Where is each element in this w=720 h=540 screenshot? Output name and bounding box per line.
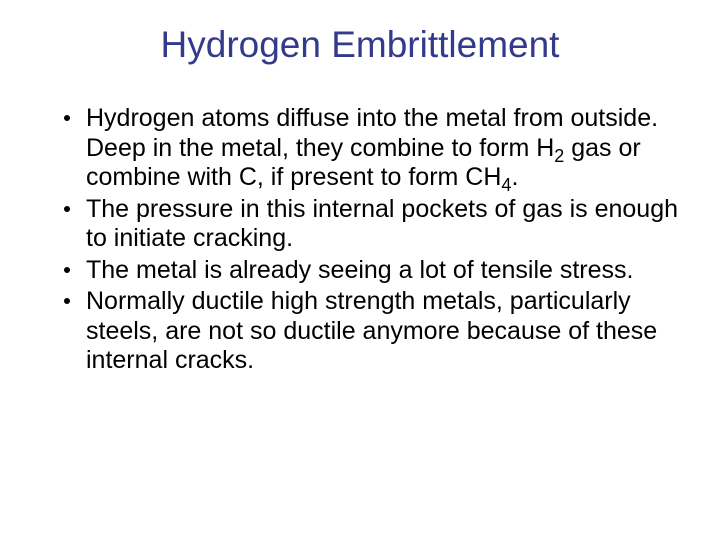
bullet-text: Normally ductile high strength metals, p… <box>86 287 657 374</box>
list-item: The pressure in this internal pockets of… <box>64 195 680 254</box>
bullet-dot-icon <box>64 298 70 304</box>
list-item: Normally ductile high strength metals, p… <box>64 287 680 376</box>
slide: Hydrogen Embrittlement Hydrogen atoms di… <box>0 0 720 540</box>
bullet-dot-icon <box>64 267 70 273</box>
bullet-dot-icon <box>64 206 70 212</box>
bullet-text: The metal is already seeing a lot of ten… <box>86 256 634 284</box>
bullet-text: Hydrogen atoms diffuse into the metal fr… <box>86 104 658 191</box>
list-item: Hydrogen atoms diffuse into the metal fr… <box>64 104 680 193</box>
bullet-list: Hydrogen atoms diffuse into the metal fr… <box>40 104 680 376</box>
bullet-text: The pressure in this internal pockets of… <box>86 195 678 253</box>
bullet-dot-icon <box>64 115 70 121</box>
list-item: The metal is already seeing a lot of ten… <box>64 256 680 286</box>
slide-title: Hydrogen Embrittlement <box>40 24 680 66</box>
